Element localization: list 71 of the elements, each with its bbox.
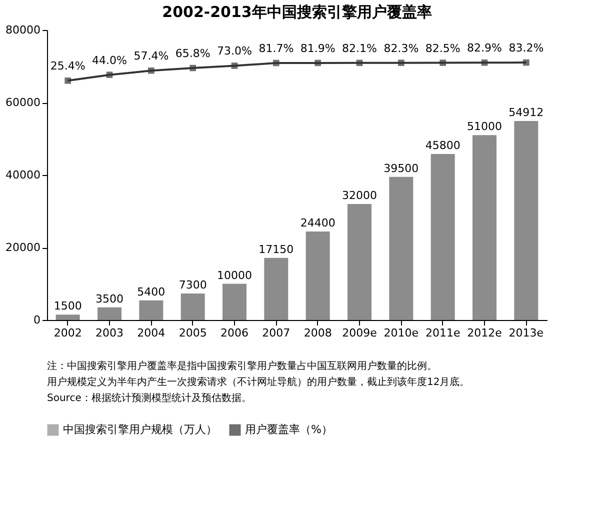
source-note: Source：根据统计预测模型统计及预估数据。 (47, 392, 252, 404)
y-tick-label: 40000 (6, 168, 40, 182)
data-label: 17150 (258, 242, 294, 256)
bar (139, 300, 164, 320)
x-tick-label: 2002 (54, 326, 82, 340)
x-tick-label: 2012e (467, 326, 502, 340)
point (190, 64, 196, 72)
data-label: 65.8% (175, 47, 210, 60)
point (106, 72, 113, 78)
data-label: 83.2% (508, 42, 544, 55)
legend-label: 中国搜索引擎用户规模（万人） (63, 423, 217, 436)
point (148, 67, 154, 74)
bar (430, 154, 455, 320)
point (398, 60, 404, 66)
data-label: 51000 (467, 120, 502, 134)
data-label: 24400 (300, 216, 336, 230)
bar (222, 284, 246, 320)
data-label: 82.1% (342, 42, 377, 55)
x-tick-label: 2013e (508, 326, 544, 340)
bar (56, 314, 80, 320)
point (314, 60, 321, 66)
data-label: 32000 (342, 189, 377, 202)
x-tick-label: 2006 (220, 326, 248, 340)
x-tick-label: 2005 (178, 326, 207, 340)
bar (98, 307, 122, 320)
point (64, 78, 71, 84)
y-tick-label: 60000 (6, 96, 40, 109)
y-tick-label: 80000 (6, 24, 40, 36)
point (356, 60, 363, 66)
data-label: 44.0% (92, 54, 127, 67)
data-label: 10000 (217, 268, 252, 282)
bar (264, 258, 288, 320)
data-label: 1500 (54, 300, 82, 313)
point (440, 60, 446, 66)
data-label: 82.9% (467, 42, 502, 55)
data-label: 39500 (384, 162, 419, 175)
x-tick-label: 2010e (384, 326, 419, 340)
point (231, 62, 238, 69)
text: 用户规模定义为半年内产生一次搜索请求（不计网址导航）的用户数量，截止到该年度12月底。 (47, 376, 470, 388)
bar (389, 176, 414, 320)
legend-label: 用户覆盖率（%） (245, 423, 332, 436)
data-label: 82.3% (384, 42, 419, 55)
y-tick-label: 0 (34, 314, 40, 326)
data-label: 82.5% (425, 42, 460, 55)
x-tick-label: 2003 (96, 326, 124, 340)
data-label: 7300 (178, 278, 207, 292)
y-tick-label: 20000 (6, 241, 40, 254)
data-label: 81.7% (258, 42, 294, 56)
data-label: 3500 (96, 292, 124, 306)
bar (180, 294, 205, 320)
data-label: 45800 (425, 138, 460, 152)
text: 注：中国搜索引擎用户覆盖率是指中国搜索引擎用户数量占中国互联网用户数量的比例。 (47, 360, 437, 372)
x-tick-label: 2007 (262, 326, 290, 340)
data-label: 5400 (137, 285, 166, 298)
data-label: 81.9% (300, 42, 336, 55)
data-label: 25.4% (50, 60, 86, 73)
bar (514, 120, 538, 320)
point (523, 59, 530, 66)
bar (472, 135, 496, 320)
x-tick-label: 2004 (137, 326, 166, 340)
x-tick-label: 2009e (342, 326, 378, 340)
bar (306, 232, 330, 320)
data-label: 73.0% (217, 44, 252, 58)
point (481, 59, 488, 66)
point (273, 60, 280, 66)
x-tick-label: 2008 (304, 326, 332, 340)
chart-title: 2002-2013年中国搜索引擎用户覆盖率 (162, 3, 432, 21)
x-tick-label: 2011e (425, 326, 460, 340)
bar (348, 204, 372, 320)
data-label: 57.4% (134, 50, 169, 63)
data-label: 54912 (508, 106, 544, 119)
